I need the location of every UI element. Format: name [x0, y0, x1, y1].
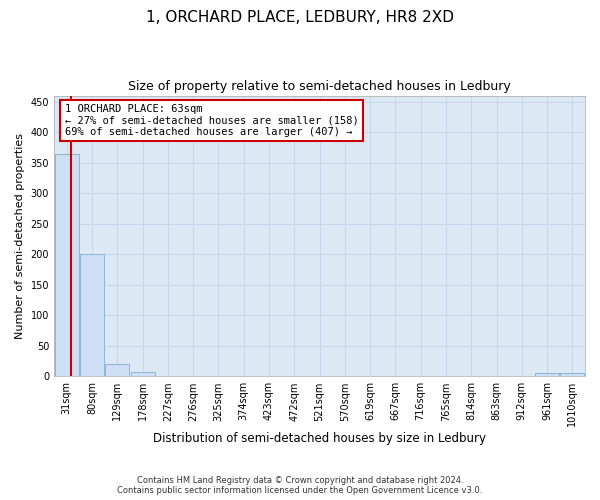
Bar: [535, 374, 559, 376]
Text: Contains HM Land Registry data © Crown copyright and database right 2024.
Contai: Contains HM Land Registry data © Crown c…: [118, 476, 482, 495]
Bar: [80, 254, 104, 376]
Bar: [105, 364, 129, 376]
Title: Size of property relative to semi-detached houses in Ledbury: Size of property relative to semi-detach…: [128, 80, 511, 93]
Y-axis label: Number of semi-detached properties: Number of semi-detached properties: [15, 133, 25, 339]
Bar: [560, 374, 584, 376]
Bar: [55, 154, 79, 376]
X-axis label: Distribution of semi-detached houses by size in Ledbury: Distribution of semi-detached houses by …: [153, 432, 486, 445]
Text: 1, ORCHARD PLACE, LEDBURY, HR8 2XD: 1, ORCHARD PLACE, LEDBURY, HR8 2XD: [146, 10, 454, 25]
Bar: [131, 372, 155, 376]
Text: 1 ORCHARD PLACE: 63sqm
← 27% of semi-detached houses are smaller (158)
69% of se: 1 ORCHARD PLACE: 63sqm ← 27% of semi-det…: [65, 104, 358, 137]
